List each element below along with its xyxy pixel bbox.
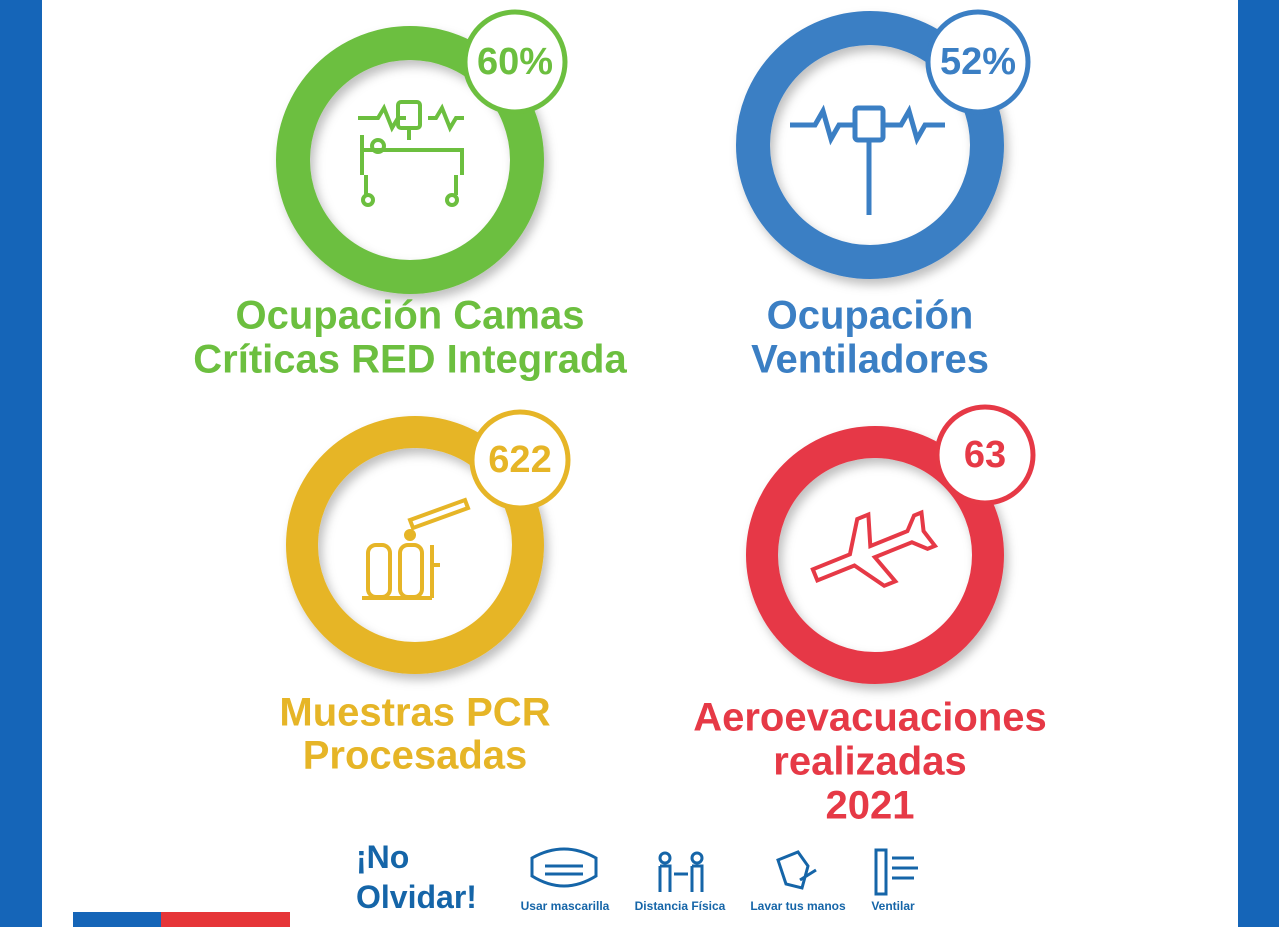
stat-label: 2021 xyxy=(826,784,915,828)
footer-title: ¡No xyxy=(356,839,409,875)
stat-value: 60% xyxy=(477,41,553,83)
ventilator-icon xyxy=(790,104,945,215)
badge xyxy=(925,9,1031,115)
stat-card: 60% Ocupación Camas Críticas RED Integra… xyxy=(193,9,627,382)
stat-value: 622 xyxy=(488,439,551,481)
side-bar xyxy=(1238,0,1279,927)
stat-value: 52% xyxy=(940,41,1016,83)
footer-title: Olvidar! xyxy=(356,879,477,915)
stat-label: Muestras PCR xyxy=(279,691,550,735)
footer-item: Distancia Física xyxy=(635,899,726,913)
stat-label: Aeroevacuaciones xyxy=(693,696,1047,740)
ring xyxy=(276,26,544,294)
footer-item: Lavar tus manos xyxy=(750,899,846,913)
footer-icons xyxy=(530,847,918,896)
plane-icon xyxy=(810,509,939,589)
footer-item: Usar mascarilla xyxy=(521,899,610,913)
stat-label: Ventiladores xyxy=(751,338,989,382)
stat-card: 52% Ocupación Ventiladores xyxy=(736,9,1031,382)
flag-strip xyxy=(161,912,290,927)
stat-value: 63 xyxy=(964,434,1006,476)
stat-label: Críticas RED Integrada xyxy=(193,338,627,382)
bed-icon xyxy=(358,100,464,207)
footer: ¡No Olvidar! Usar mascarilla Distancia F… xyxy=(356,839,918,915)
stat-label: Ocupación Camas xyxy=(235,294,584,338)
flag-strip xyxy=(73,912,161,927)
ring xyxy=(746,426,1004,684)
ring xyxy=(736,11,1004,279)
stat-card: 622 Muestras PCR Procesadas xyxy=(279,409,571,778)
badge xyxy=(469,409,571,511)
stat-label: realizadas xyxy=(773,740,966,784)
pcr-icon xyxy=(362,497,471,600)
badge xyxy=(462,9,568,115)
badge xyxy=(934,404,1036,506)
stat-card: 63 Aeroevacuaciones realizadas 2021 xyxy=(693,404,1047,828)
ring xyxy=(286,416,544,674)
footer-item: Ventilar xyxy=(871,899,915,913)
stat-label: Ocupación xyxy=(767,294,974,338)
side-bar xyxy=(0,0,42,927)
stat-label: Procesadas xyxy=(303,734,528,778)
